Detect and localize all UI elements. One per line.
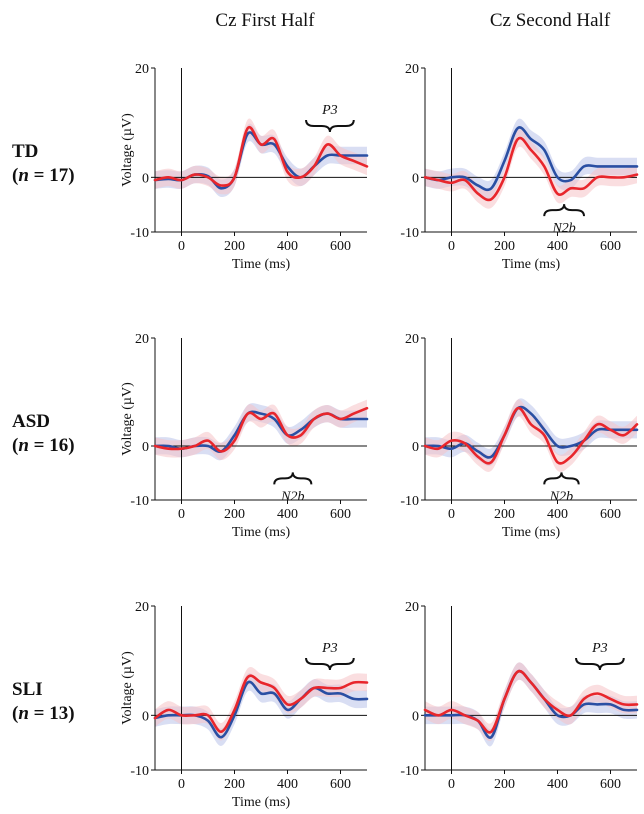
group-n: (n = 16) [12,435,75,456]
panel-td-second-half-series-blue [423,126,639,192]
panel-td-second-half-ytick-label: -10 [400,226,419,241]
panel-asd-second-half-ytick-label: 20 [405,332,419,347]
group-n: (n = 17) [12,165,75,186]
panel-asd-first-half-xlabel: Time (ms) [232,525,291,540]
panel-asd-second-half-series-blue [423,405,639,459]
panel-sli-first-half-xtick-label: 0 [178,777,185,792]
panel-sli-second-half-annotation-p3: P3 [591,641,608,656]
panel-asd-first-half-brace-n2b [273,472,313,485]
panel-td-second-half-band-blue [425,118,637,199]
panel-asd-first-half-ylabel: Voltage (µV) [120,382,135,456]
column-title-second-half: Cz Second Half [489,10,611,31]
panel-asd-second-half-xtick-label: 400 [547,507,568,522]
panel-asd-first-half-ytick-label: -10 [130,494,149,509]
panel-asd-second-half-ytick-label: -10 [400,494,419,509]
panel-td-second-half-xtick-label: 400 [547,239,568,254]
row-label-asd: ASD (n = 16) [12,410,75,458]
panel-td-first-half-xtick-label: 400 [277,239,298,254]
row-label-sli: SLI (n = 13) [12,678,75,726]
panel-sli-first-half-xtick-label: 200 [224,777,245,792]
panel-asd-first-half-ytick-label: 0 [142,440,149,455]
panel-sli-first-half-annotation-p3: P3 [321,641,338,656]
panel-asd-second-half-annotation-n2b: N2b [549,489,573,504]
panel-td-second-half-brace-n2b [543,204,585,217]
panel-td-second-half-xtick-label: 200 [494,239,515,254]
panel-asd-second-half-brace-n2b [543,472,580,485]
panel-td-second-half-ytick-label: 20 [405,62,419,77]
panel-td-first-half-xtick-label: 600 [330,239,351,254]
panel-td-first-half-ytick-label: 20 [135,62,149,77]
panel-sli-second-half-ytick-label: 20 [405,600,419,615]
panel-sli-first-half-xlabel: Time (ms) [232,795,291,810]
panel-asd-second-half-series-red [423,406,639,465]
panel-asd-second-half-xlabel: Time (ms) [502,525,561,540]
panel-sli-second-half-xtick-label: 200 [494,777,515,792]
panel-td-second-half-ytick-label: 0 [412,171,419,186]
panel-td-first-half-xlabel: Time (ms) [232,257,291,272]
panel-sli-second-half-brace-p3 [575,657,625,671]
panel-sli-second-half-ytick-label: -10 [400,764,419,779]
panel-td-first-half-ytick-label: -10 [130,226,149,241]
panel-sli-first-half-xtick-label: 600 [330,777,351,792]
group-n: (n = 13) [12,703,75,724]
panel-sli-first-half-ytick-label: 0 [142,709,149,724]
panel-td-second-half-xtick-label: 0 [448,239,455,254]
panel-td-second-half-series-red [423,136,639,202]
panel-asd-second-half-xtick-label: 600 [600,507,621,522]
panel-td-first-half-ylabel: Voltage (µV) [120,113,135,187]
panel-asd-first-half-annotation-n2b: N2b [280,489,304,504]
panel-sli-second-half-xtick-label: 600 [600,777,621,792]
panel-asd-second-half-band-red [425,399,637,472]
column-title-first-half: Cz First Half [215,10,315,31]
panel-asd-second-half-xtick-label: 0 [448,507,455,522]
panel-sli-first-half-brace-p3 [305,657,355,671]
panel-sli-first-half-ytick-label: 20 [135,600,149,615]
panel-td-first-half-xtick-label: 0 [178,239,185,254]
panel-sli-first-half-series-red [153,674,369,733]
panel-td-first-half-ytick-label: 0 [142,171,149,186]
panel-sli-first-half-band-red [155,666,367,741]
panel-asd-first-half-series-red [153,406,369,453]
panel-sli-second-half-series-red [423,669,639,734]
panel-td-first-half-series-red [153,125,369,187]
panel-td-second-half-annotation-n2b: N2b [551,221,575,236]
panel-td-second-half-xlabel: Time (ms) [502,257,561,272]
panel-td-first-half-brace-p3 [305,119,355,133]
panel-sli-second-half-xtick-label: 400 [547,777,568,792]
panel-td-first-half-annotation-p3: P3 [321,103,338,118]
panel-sli-second-half-xtick-label: 0 [448,777,455,792]
panel-sli-first-half-xtick-label: 400 [277,777,298,792]
panel-td-first-half-band-red [155,118,367,195]
group-name: ASD [12,411,51,432]
panel-asd-first-half-xtick-label: 200 [224,507,245,522]
row-label-td: TD (n = 17) [12,140,75,188]
panel-sli-first-half-ytick-label: -10 [130,764,149,779]
panel-asd-second-half-ytick-label: 0 [412,440,419,455]
panel-td-second-half-xtick-label: 600 [600,239,621,254]
panel-asd-first-half-xtick-label: 400 [277,507,298,522]
group-name: TD [12,141,39,162]
panel-asd-first-half-xtick-label: 0 [178,507,185,522]
panel-asd-first-half-ytick-label: 20 [135,332,149,347]
group-name: SLI [12,679,43,700]
panel-asd-first-half-xtick-label: 600 [330,507,351,522]
panel-td-first-half-xtick-label: 200 [224,239,245,254]
panel-sli-second-half-band-red [425,662,637,742]
panel-sli-second-half-ytick-label: 0 [412,709,419,724]
panel-sli-first-half-ylabel: Voltage (µV) [120,651,135,725]
panel-asd-second-half-xtick-label: 200 [494,507,515,522]
